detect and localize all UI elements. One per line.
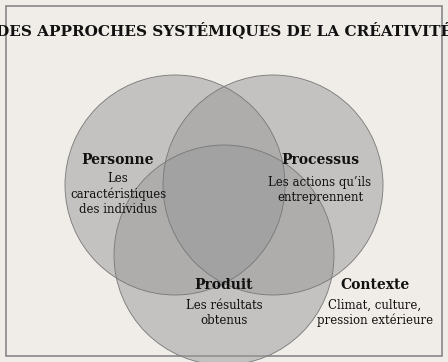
Text: Processus: Processus: [281, 153, 359, 167]
Circle shape: [114, 145, 334, 362]
Circle shape: [65, 75, 285, 295]
Text: Les actions qu’ils
entreprennent: Les actions qu’ils entreprennent: [268, 176, 371, 204]
Text: Personne: Personne: [82, 153, 154, 167]
Text: Produit: Produit: [195, 278, 253, 292]
Text: Climat, culture,
pression extérieure: Climat, culture, pression extérieure: [317, 299, 433, 327]
Text: Contexte: Contexte: [340, 278, 409, 292]
Text: Les résultats
obtenus: Les résultats obtenus: [185, 299, 263, 327]
Text: Les
caractéristiques
des individus: Les caractéristiques des individus: [70, 172, 166, 216]
Circle shape: [163, 75, 383, 295]
Text: DES APPROCHES SYSTÉMIQUES DE LA CRÉATIVITÉ: DES APPROCHES SYSTÉMIQUES DE LA CRÉATIVI…: [0, 22, 448, 38]
